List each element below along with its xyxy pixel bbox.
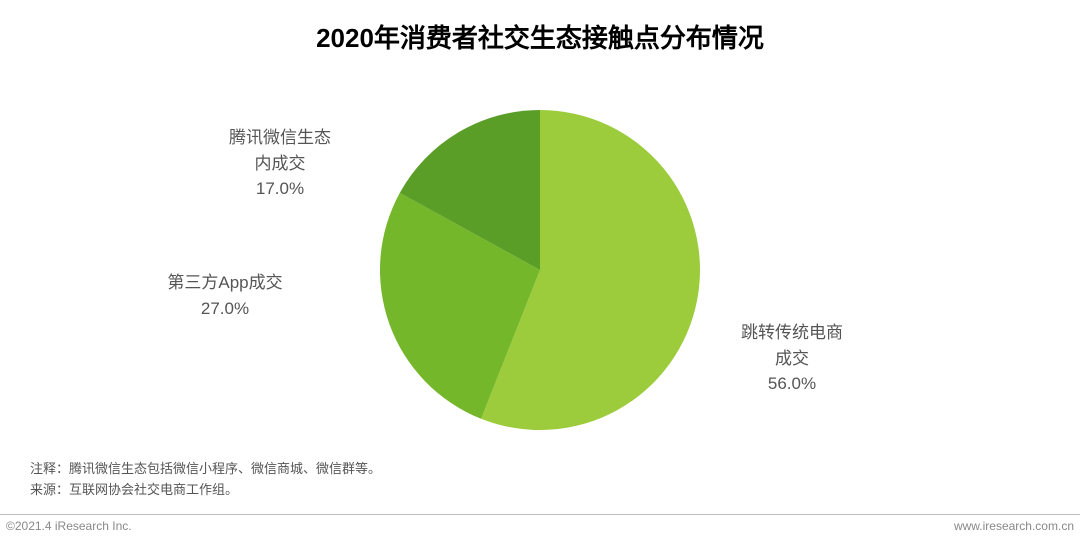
pie-chart — [0, 0, 1080, 537]
slice-label-pct: 17.0% — [229, 176, 331, 202]
slice-label-line2: 内成交 — [229, 151, 331, 177]
note-text: 腾讯微信生态包括微信小程序、微信商城、微信群等。 — [69, 461, 381, 476]
slice-label-pct: 56.0% — [741, 371, 843, 397]
source-text: 互联网协会社交电商工作组。 — [69, 482, 238, 497]
slice-label-line2: 成交 — [741, 346, 843, 372]
footer-note-line: 注释：腾讯微信生态包括微信小程序、微信商城、微信群等。 — [30, 459, 381, 480]
footer-divider — [0, 514, 1080, 515]
source-prefix: 来源： — [30, 482, 69, 497]
site-url: www.iresearch.com.cn — [954, 519, 1074, 533]
slice-label-1: 第三方App成交27.0% — [167, 270, 282, 321]
footer-source-line: 来源：互联网协会社交电商工作组。 — [30, 480, 381, 501]
footer-notes: 注释：腾讯微信生态包括微信小程序、微信商城、微信群等。 来源：互联网协会社交电商… — [30, 459, 381, 501]
note-prefix: 注释： — [30, 461, 69, 476]
copyright-text: ©2021.4 iResearch Inc. — [6, 519, 132, 533]
slice-label-0: 跳转传统电商成交56.0% — [741, 320, 843, 397]
slice-label-2: 腾讯微信生态内成交17.0% — [229, 125, 331, 202]
slice-label-line1: 腾讯微信生态 — [229, 125, 331, 151]
chart-container: 2020年消费者社交生态接触点分布情况 跳转传统电商成交56.0%第三方App成… — [0, 0, 1080, 537]
slice-label-line1: 跳转传统电商 — [741, 320, 843, 346]
slice-label-pct: 27.0% — [167, 296, 282, 322]
slice-label-line1: 第三方App成交 — [167, 270, 282, 296]
